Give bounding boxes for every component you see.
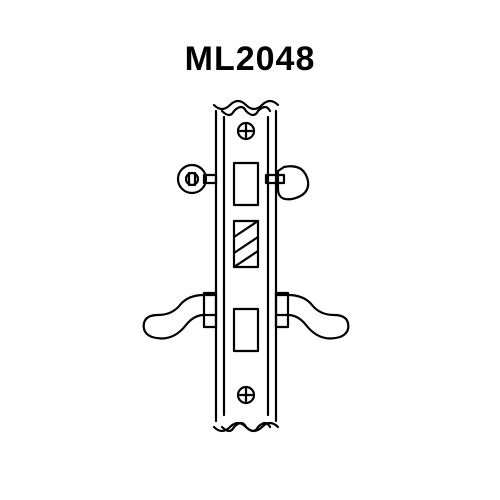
lock-line-drawing [120,87,380,447]
model-number: ML2048 [185,40,316,79]
